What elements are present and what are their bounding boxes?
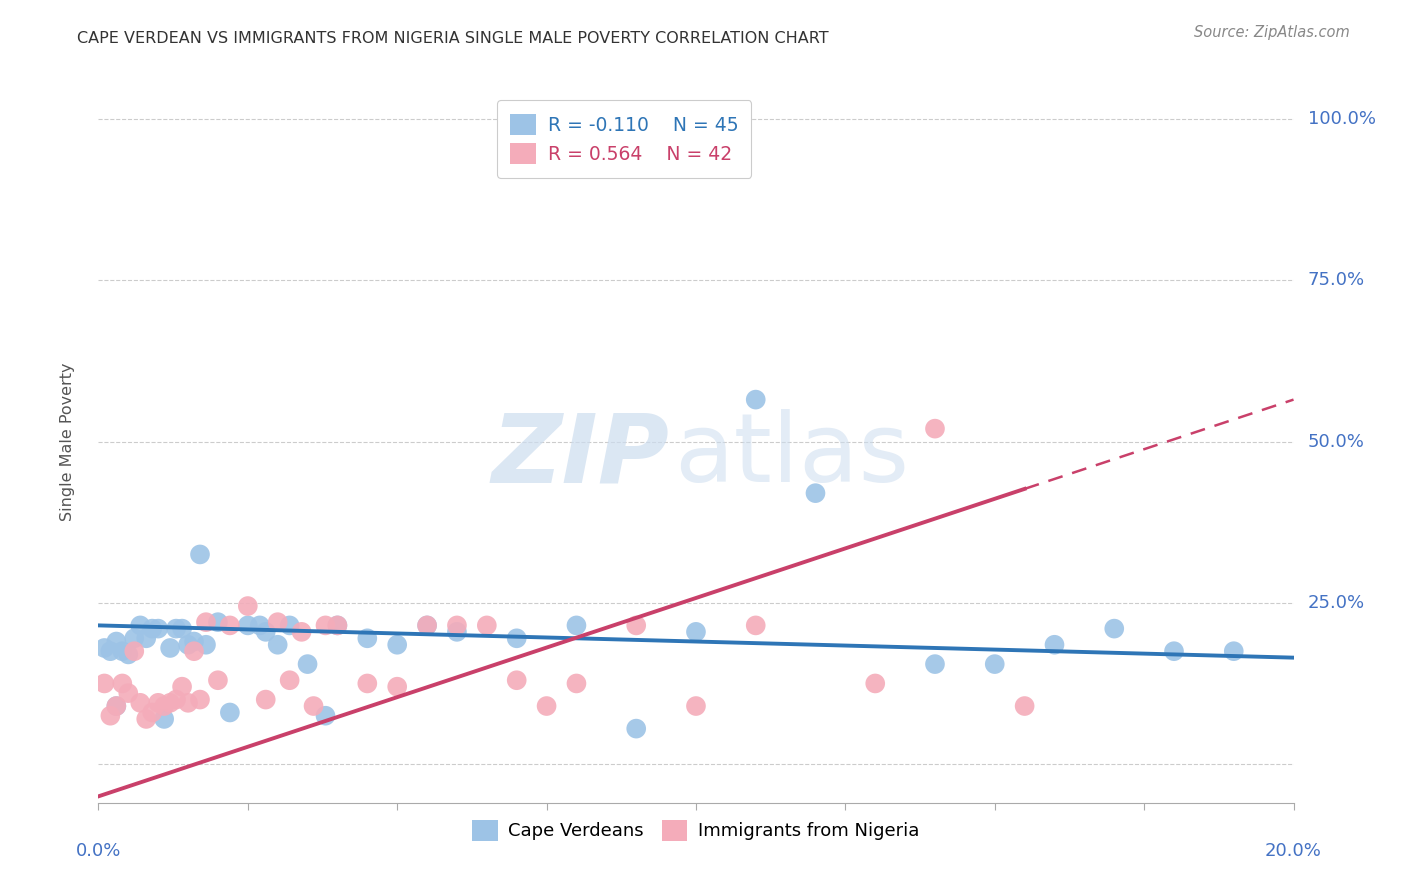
Point <box>105 699 128 714</box>
Point <box>446 624 468 639</box>
Point <box>172 680 194 694</box>
Point <box>416 618 439 632</box>
Point <box>148 696 170 710</box>
Point <box>98 708 122 723</box>
Point <box>278 618 301 632</box>
Point <box>195 615 218 630</box>
Point <box>207 673 229 688</box>
Point <box>141 706 163 720</box>
Text: ZIP: ZIP <box>492 409 669 502</box>
Point <box>195 638 218 652</box>
Point <box>1014 699 1036 714</box>
Point <box>267 615 290 630</box>
Point <box>302 699 325 714</box>
Point <box>165 692 187 706</box>
Point <box>93 676 115 690</box>
Point <box>207 615 229 630</box>
Point <box>745 618 768 632</box>
Point <box>159 696 181 710</box>
Point <box>326 618 349 632</box>
Point <box>129 696 152 710</box>
Text: Source: ZipAtlas.com: Source: ZipAtlas.com <box>1194 25 1350 40</box>
Point <box>565 618 588 632</box>
Point <box>506 632 529 646</box>
Point <box>315 708 337 723</box>
Point <box>124 644 146 658</box>
Point <box>105 699 128 714</box>
Point <box>141 622 163 636</box>
Text: 0.0%: 0.0% <box>76 842 121 860</box>
Point <box>565 676 588 690</box>
Point <box>267 638 290 652</box>
Point <box>188 692 211 706</box>
Point <box>385 680 409 694</box>
Point <box>135 632 157 646</box>
Point <box>111 644 134 658</box>
Point <box>105 634 128 648</box>
Point <box>924 422 946 436</box>
Point <box>356 676 378 690</box>
Point <box>685 624 707 639</box>
Point <box>984 657 1007 672</box>
Point <box>626 618 648 632</box>
Point <box>117 686 139 700</box>
Point <box>506 673 529 688</box>
Point <box>356 632 378 646</box>
Point <box>98 644 122 658</box>
Point <box>385 638 409 652</box>
Point <box>536 699 558 714</box>
Point <box>297 657 319 672</box>
Point <box>153 712 176 726</box>
Point <box>124 632 146 646</box>
Point <box>475 618 498 632</box>
Point <box>135 712 157 726</box>
Text: atlas: atlas <box>675 409 910 502</box>
Point <box>177 638 200 652</box>
Point <box>172 622 194 636</box>
Point <box>188 548 211 562</box>
Point <box>745 392 768 407</box>
Point <box>446 618 468 632</box>
Point <box>1163 644 1185 658</box>
Point <box>177 696 200 710</box>
Point <box>219 618 242 632</box>
Text: 20.0%: 20.0% <box>1265 842 1322 860</box>
Point <box>148 622 170 636</box>
Text: 50.0%: 50.0% <box>1308 433 1365 450</box>
Point <box>1043 638 1066 652</box>
Point <box>278 673 301 688</box>
Point <box>183 644 205 658</box>
Point <box>254 624 277 639</box>
Point <box>159 640 181 655</box>
Point <box>153 699 176 714</box>
Point <box>626 722 648 736</box>
Point <box>236 618 259 632</box>
Y-axis label: Single Male Poverty: Single Male Poverty <box>60 362 75 521</box>
Text: 75.0%: 75.0% <box>1308 271 1365 289</box>
Point <box>924 657 946 672</box>
Point <box>183 634 205 648</box>
Point <box>249 618 271 632</box>
Point <box>416 618 439 632</box>
Point <box>291 624 314 639</box>
Text: 100.0%: 100.0% <box>1308 110 1376 128</box>
Point <box>129 618 152 632</box>
Point <box>219 706 242 720</box>
Point <box>93 640 115 655</box>
Text: CAPE VERDEAN VS IMMIGRANTS FROM NIGERIA SINGLE MALE POVERTY CORRELATION CHART: CAPE VERDEAN VS IMMIGRANTS FROM NIGERIA … <box>77 31 830 46</box>
Point <box>236 599 259 613</box>
Point <box>165 622 187 636</box>
Point <box>111 676 134 690</box>
Point <box>865 676 887 690</box>
Point <box>1104 622 1126 636</box>
Point <box>804 486 827 500</box>
Point <box>254 692 277 706</box>
Point <box>1223 644 1246 658</box>
Point <box>315 618 337 632</box>
Point <box>326 618 349 632</box>
Point <box>685 699 707 714</box>
Legend: Cape Verdeans, Immigrants from Nigeria: Cape Verdeans, Immigrants from Nigeria <box>465 813 927 848</box>
Text: 25.0%: 25.0% <box>1308 594 1365 612</box>
Point <box>117 648 139 662</box>
